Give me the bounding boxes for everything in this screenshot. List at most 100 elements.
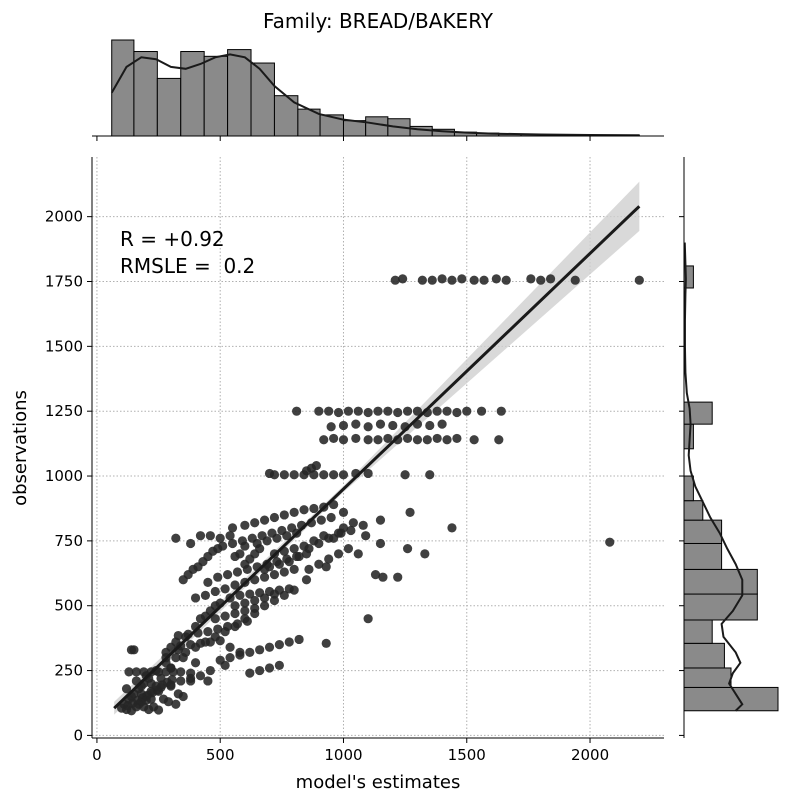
data-point <box>309 503 319 514</box>
data-point <box>210 586 220 597</box>
data-point <box>476 406 487 416</box>
data-point <box>491 274 501 284</box>
data-point <box>432 406 442 416</box>
data-point <box>269 589 280 599</box>
data-point <box>447 523 457 533</box>
top-hist-bar <box>203 55 229 137</box>
data-point <box>213 572 223 582</box>
data-point <box>417 275 427 285</box>
data-point <box>299 505 309 515</box>
data-point <box>294 634 304 645</box>
data-point <box>351 433 361 444</box>
data-point <box>346 525 356 536</box>
data-point <box>230 580 240 590</box>
data-point <box>129 645 139 655</box>
data-point <box>338 420 349 431</box>
data-point <box>259 601 270 611</box>
data-point <box>289 564 299 575</box>
data-point <box>264 562 275 572</box>
top-hist-bar <box>342 120 367 137</box>
top-hist-bar <box>365 116 389 137</box>
data-point <box>240 598 250 608</box>
data-point <box>264 642 275 652</box>
data-point <box>259 572 270 582</box>
data-point <box>210 614 220 624</box>
data-point <box>319 470 329 480</box>
data-point <box>171 652 181 663</box>
data-point <box>361 531 371 541</box>
data-point <box>289 507 299 517</box>
data-point <box>205 531 215 541</box>
data-point <box>279 470 289 480</box>
data-point <box>390 275 400 285</box>
data-point <box>536 275 546 285</box>
y-tick-label: 1250 <box>45 402 83 420</box>
right-hist-bar <box>683 519 723 544</box>
data-point <box>203 627 213 637</box>
data-point <box>422 435 432 445</box>
data-point <box>200 637 211 647</box>
data-point <box>634 275 644 285</box>
data-point <box>442 435 452 445</box>
data-point <box>370 569 381 580</box>
x-axis-title: model's estimates <box>296 772 461 793</box>
data-point <box>136 689 146 699</box>
data-point <box>269 512 280 523</box>
data-point <box>373 435 383 445</box>
data-point <box>363 435 373 445</box>
data-point <box>220 584 230 594</box>
y-tick-label: 2000 <box>45 208 83 226</box>
data-point <box>269 470 280 480</box>
y-tick-label: 750 <box>54 532 83 550</box>
data-point <box>412 406 423 416</box>
data-point <box>447 275 457 285</box>
data-point <box>218 541 228 551</box>
x-tick-label: 0 <box>92 746 102 764</box>
data-point <box>195 614 206 624</box>
data-point <box>402 406 413 416</box>
data-point <box>274 660 284 670</box>
data-point <box>235 590 245 600</box>
data-point <box>272 533 282 543</box>
data-point <box>333 549 344 559</box>
data-point <box>255 645 265 655</box>
data-point <box>262 536 272 546</box>
data-point <box>235 549 245 559</box>
data-point <box>321 562 331 572</box>
data-point <box>351 419 361 429</box>
data-point <box>274 640 284 650</box>
data-point <box>333 407 344 418</box>
data-point <box>353 549 363 559</box>
data-point <box>190 658 201 668</box>
data-point <box>329 433 339 444</box>
data-point <box>173 689 183 699</box>
data-point <box>121 684 132 694</box>
data-point <box>289 544 299 554</box>
data-point <box>220 627 230 637</box>
data-point <box>378 572 388 582</box>
data-point <box>294 551 304 562</box>
data-point <box>284 557 294 567</box>
data-point <box>405 507 415 517</box>
data-point <box>235 650 245 660</box>
data-point <box>210 632 220 642</box>
right-marginal-histogram <box>683 242 779 712</box>
data-point <box>469 275 479 285</box>
data-point <box>195 531 206 541</box>
data-point <box>156 682 166 693</box>
data-point <box>230 621 240 632</box>
data-point <box>338 507 349 517</box>
data-point <box>259 593 270 603</box>
data-point <box>299 541 309 551</box>
top-marginal-histogram <box>110 39 640 137</box>
data-point <box>402 544 413 554</box>
data-point <box>479 275 489 285</box>
data-point <box>338 523 349 533</box>
data-point <box>348 518 358 528</box>
data-point <box>319 435 329 445</box>
data-point <box>462 406 472 416</box>
data-point <box>250 595 260 606</box>
data-point <box>274 559 284 569</box>
data-point <box>171 533 181 543</box>
data-point <box>452 433 462 444</box>
